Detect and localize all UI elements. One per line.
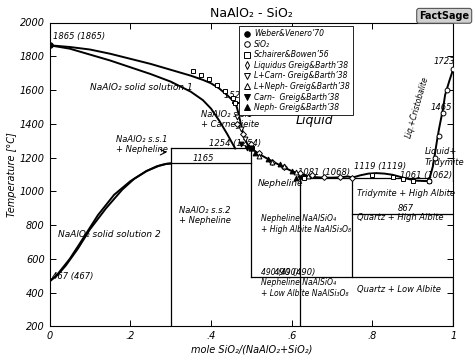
Text: 1119 (1119): 1119 (1119) (354, 162, 406, 171)
Text: Liquid: Liquid (296, 114, 333, 127)
Text: 490 (490)
Nepheline NaAlSiO₄
+ Low Albite NaAlSi₃O₈: 490 (490) Nepheline NaAlSiO₄ + Low Albit… (262, 268, 349, 298)
Text: 490 (490): 490 (490) (274, 268, 316, 277)
Text: Tridymite + High Albite: Tridymite + High Albite (357, 190, 455, 199)
Text: 1081 (1068): 1081 (1068) (298, 168, 350, 177)
Text: NaAlO₂ solid solution 1: NaAlO₂ solid solution 1 (90, 83, 193, 92)
Text: Quartz + Low Albite: Quartz + Low Albite (357, 285, 441, 294)
Text: NaAlO₂ solid solution 2: NaAlO₂ solid solution 2 (58, 230, 161, 239)
Text: NaAlO₂ s.s.1
+ Carnegieite: NaAlO₂ s.s.1 + Carnegieite (201, 110, 259, 129)
Text: 1061 (1062): 1061 (1062) (400, 171, 452, 180)
Text: 467 (467): 467 (467) (52, 272, 93, 281)
Text: NaAlO₂ s.s.2
+ Nepheline: NaAlO₂ s.s.2 + Nepheline (179, 206, 230, 225)
X-axis label: mole SiO₂/(NaAlO₂+SiO₂): mole SiO₂/(NaAlO₂+SiO₂) (191, 344, 312, 354)
Text: 1254 (1254): 1254 (1254) (209, 139, 261, 148)
Legend: Weber&Venero’70, SiO₂, Schairer&Bowen’56, Liquidus Greig&Barth’38, L+Carn- Greig: Weber&Venero’70, SiO₂, Schairer&Bowen’56… (239, 26, 353, 115)
Text: 1165: 1165 (193, 154, 214, 163)
Text: FactSage: FactSage (419, 11, 469, 21)
Y-axis label: Temperature [°C]: Temperature [°C] (7, 132, 17, 217)
Text: NaAlO₂ s.s.1
+ Nepheline: NaAlO₂ s.s.1 + Nepheline (116, 135, 168, 154)
Text: 1526 (1526): 1526 (1526) (224, 91, 276, 100)
Text: Nepheline: Nepheline (257, 179, 303, 188)
Text: Liquid+
Tridymite: Liquid+ Tridymite (425, 147, 465, 167)
Text: 867: 867 (398, 204, 414, 213)
Text: Quartz + High Albite: Quartz + High Albite (357, 213, 444, 222)
Text: 1723: 1723 (434, 57, 455, 66)
Text: 1465: 1465 (430, 103, 452, 112)
Text: Liq.+Cristobalite: Liq.+Cristobalite (404, 75, 430, 139)
Title: NaAlO₂ - SiO₂: NaAlO₂ - SiO₂ (210, 7, 293, 20)
Text: Nepheline NaAlSiO₄
+ High Albite NaAlSi₃O₈: Nepheline NaAlSiO₄ + High Albite NaAlSi₃… (262, 214, 351, 234)
Text: 1865 (1865): 1865 (1865) (53, 32, 105, 41)
